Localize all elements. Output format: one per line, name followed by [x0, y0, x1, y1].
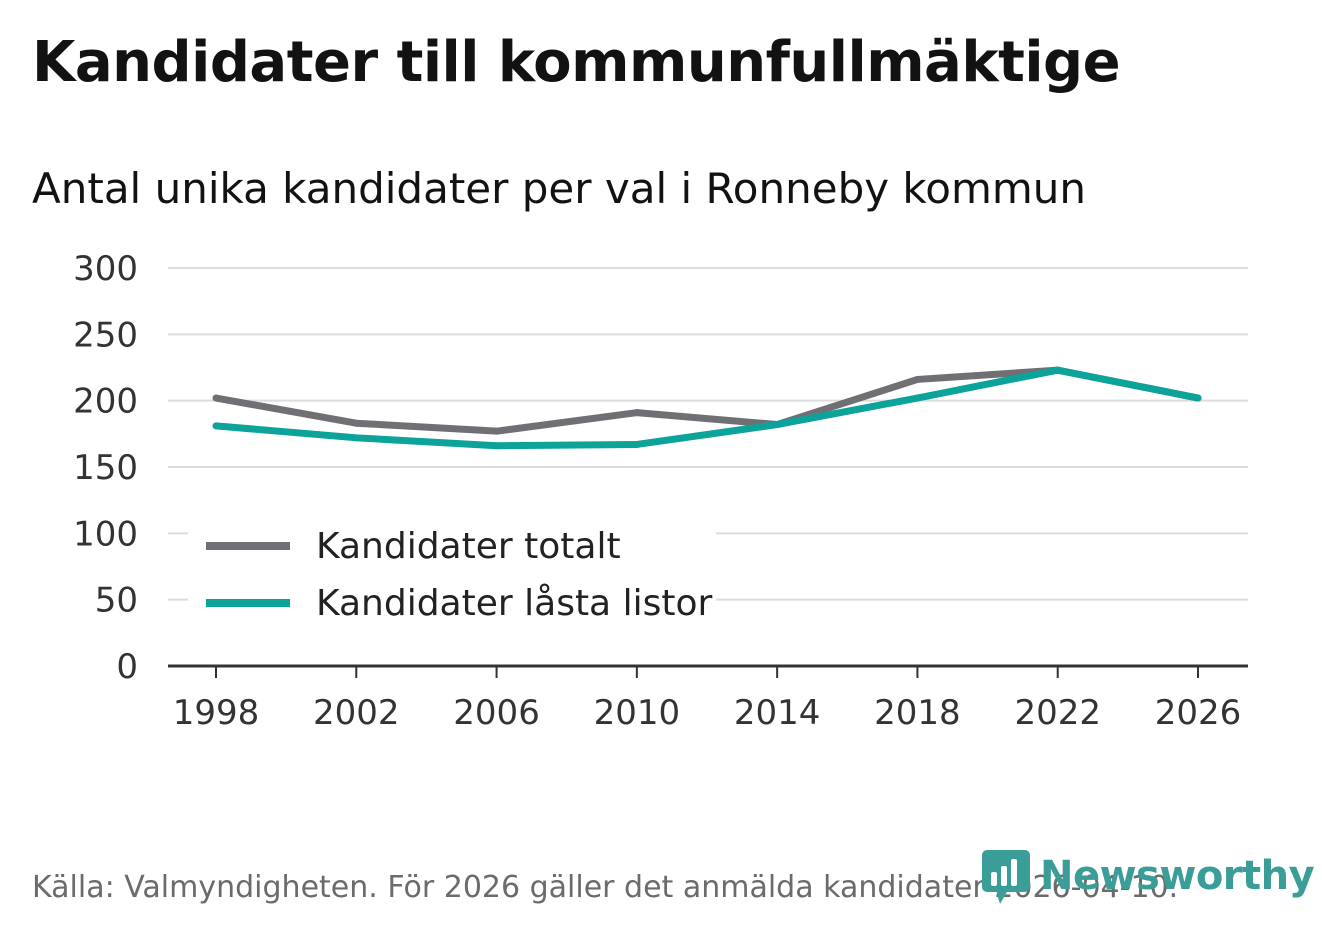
y-tick-label: 50 — [95, 581, 138, 621]
legend-label: Kandidater totalt — [316, 526, 621, 567]
data-point — [493, 442, 501, 450]
y-tick-label: 250 — [73, 315, 138, 355]
series-lines — [212, 366, 1202, 450]
data-point — [493, 427, 501, 435]
legend-label: Kandidater låsta listor — [316, 583, 712, 624]
data-point — [773, 421, 781, 429]
data-point — [913, 375, 921, 383]
data-point — [633, 409, 641, 417]
data-point — [913, 394, 921, 402]
data-point — [212, 422, 220, 430]
x-tick-label: 2014 — [734, 693, 821, 733]
legend-background — [188, 518, 716, 630]
series-line-2 — [215, 366, 1199, 450]
y-tick-label: 150 — [73, 448, 138, 488]
chart-subtitle: Antal unika kandidater per val i Ronneby… — [32, 164, 1087, 213]
data-point — [1194, 394, 1202, 402]
x-tick-label: 2022 — [1014, 693, 1101, 733]
y-tick-label: 0 — [116, 647, 138, 687]
x-tick-label: 1998 — [173, 693, 260, 733]
x-tick-label: 2018 — [874, 693, 961, 733]
y-axis-tick-labels: 0 50 100 150 200 250 300 — [73, 249, 138, 687]
x-tick-label: 2010 — [594, 693, 681, 733]
brand-logo: Newsworthy — [982, 846, 1315, 906]
x-axis-tick-labels: 1998 2002 2006 2010 2014 2018 2022 2026 — [173, 666, 1242, 733]
data-point — [212, 394, 220, 402]
data-point — [352, 419, 360, 427]
brand-name: Newsworthy — [1040, 853, 1315, 899]
chart-title: Kandidater till kommunfullmäktige — [32, 30, 1121, 95]
y-tick-label: 300 — [73, 249, 138, 289]
y-tick-label: 100 — [73, 514, 138, 554]
legend: Kandidater totalt Kandidater låsta listor — [188, 518, 716, 630]
y-tick-label: 200 — [73, 382, 138, 422]
data-point — [352, 434, 360, 442]
x-tick-label: 2026 — [1155, 693, 1242, 733]
x-tick-label: 2006 — [453, 693, 540, 733]
newsworthy-logo-icon — [982, 850, 1030, 904]
data-point — [633, 440, 641, 448]
x-tick-label: 2002 — [313, 693, 400, 733]
data-point — [1054, 366, 1062, 374]
